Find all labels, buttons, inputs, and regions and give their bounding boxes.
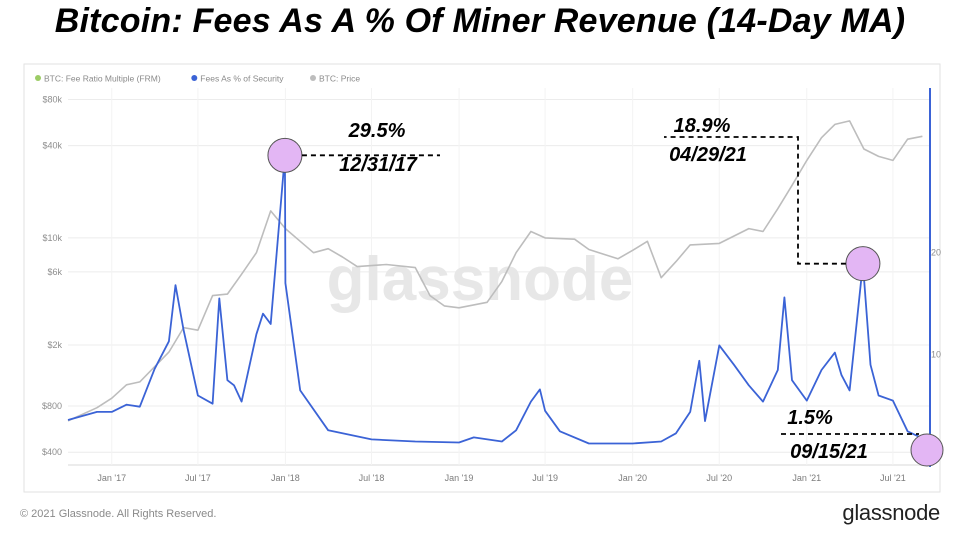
highlight-circle [845, 246, 881, 282]
legend-marker [191, 75, 198, 81]
annotation-date: 04/29/21 [669, 144, 747, 166]
chart-title: Bitcoin: Fees As A % Of Miner Revenue (1… [54, 2, 906, 40]
y-right-tick-label: 20 [931, 247, 941, 257]
annotation-date: 12/31/17 [339, 154, 418, 176]
annotation-value: 29.5% [348, 120, 406, 142]
legend-label: BTC: Price [319, 74, 360, 84]
y-right-tick-label: 10 [931, 350, 941, 360]
x-tick-label: Jul '18 [359, 473, 385, 483]
y-tick-label: $40k [42, 141, 62, 151]
copyright-text: © 2021 Glassnode. All Rights Reserved. [20, 508, 217, 520]
x-tick-label: Jul '17 [185, 473, 211, 483]
fees-percent-line [67, 154, 930, 445]
chart-frame [23, 63, 941, 493]
legend-marker [310, 75, 316, 81]
annotation-value: 18.9% [674, 115, 731, 137]
y-tick-label: $2k [47, 340, 62, 350]
x-tick-label: Jan '17 [97, 473, 126, 483]
annotation-date: 09/15/21 [790, 441, 868, 463]
x-tick-label: Jan '21 [792, 473, 821, 483]
annotation-leader [664, 136, 846, 265]
highlight-circle [267, 137, 303, 173]
watermark-text: glassnode [327, 245, 634, 314]
x-tick-label: Jul '20 [706, 473, 732, 483]
legend-label: Fees As % of Security [200, 74, 284, 84]
y-tick-label: $800 [42, 401, 62, 411]
x-tick-label: Jul '21 [880, 473, 906, 483]
y-tick-label: $400 [42, 447, 62, 457]
y-tick-label: $6k [47, 267, 62, 277]
btc-price-line [67, 120, 923, 422]
glassnode-logo: glassnode [842, 500, 940, 525]
legend-marker [35, 75, 41, 81]
x-tick-label: Jan '19 [445, 473, 474, 483]
legend-label: BTC: Fee Ratio Multiple (FRM) [44, 74, 161, 84]
highlight-circle [910, 433, 944, 467]
y-tick-label: $80k [42, 94, 62, 104]
x-tick-label: Jan '18 [271, 473, 300, 483]
annotation-value: 1.5% [787, 407, 833, 429]
y-tick-label: $10k [42, 233, 62, 243]
x-tick-label: Jan '20 [618, 473, 647, 483]
x-tick-label: Jul '19 [532, 473, 558, 483]
